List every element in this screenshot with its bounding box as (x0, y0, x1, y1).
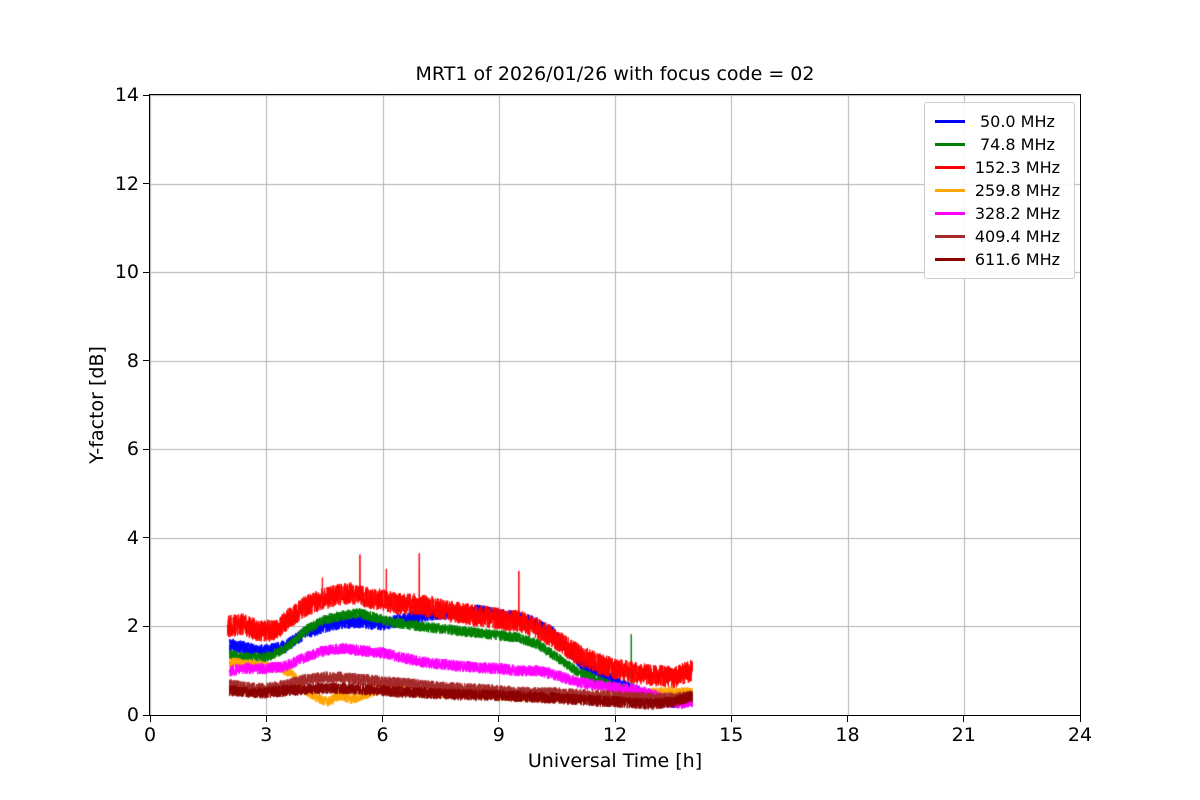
legend-line-swatch (934, 212, 965, 215)
x-tick-mark (847, 716, 848, 722)
legend-label: 259.8 MHz (974, 181, 1060, 200)
y-tick-label: 12 (114, 172, 139, 195)
legend-line-swatch (934, 143, 965, 146)
legend-label: 409.4 MHz (974, 227, 1060, 246)
y-tick-mark (143, 183, 149, 185)
y-tick-label: 0 (126, 704, 139, 726)
x-tick-mark (498, 716, 500, 722)
y-tick-mark (143, 94, 149, 96)
legend-line-swatch (934, 120, 965, 123)
x-tick-mark (963, 716, 965, 722)
legend-item: 50.0 MHz (934, 110, 1060, 133)
y-tick-label: 2 (126, 615, 139, 638)
y-tick-mark (143, 271, 149, 273)
legend-item: 328.2 MHz (934, 202, 1060, 225)
y-tick-label: 10 (114, 261, 139, 284)
x-tick-mark (265, 716, 267, 722)
x-tick-label: 12 (602, 724, 628, 746)
x-tick-mark (730, 716, 732, 722)
legend-label: 611.6 MHz (974, 250, 1060, 269)
x-tick-mark (149, 716, 151, 722)
x-tick-mark (382, 716, 383, 722)
y-tick-label: 6 (126, 438, 139, 461)
x-axis-label: Universal Time [h] (527, 750, 703, 772)
legend-item: 409.4 MHz (934, 225, 1060, 248)
legend-item: 259.8 MHz (934, 179, 1060, 202)
legend-line-swatch (934, 189, 965, 192)
x-tick-label: 18 (835, 724, 860, 746)
plot-area: 50.0 MHz 74.8 MHz 152.3 MHz 259.8 MHz 328.2… (149, 94, 1081, 716)
legend-label: 74.8 MHz (974, 135, 1055, 154)
x-tick-label: 15 (719, 724, 744, 746)
x-tick-label: 3 (260, 724, 273, 746)
legend-line-swatch (934, 166, 965, 169)
legend: 50.0 MHz 74.8 MHz 152.3 MHz 259.8 MHz 328.2… (923, 102, 1075, 279)
y-tick-mark (143, 714, 149, 716)
y-tick-mark (143, 448, 149, 450)
x-tick-label: 24 (1067, 724, 1093, 746)
x-tick-label: 9 (492, 724, 505, 746)
y-tick-mark (143, 625, 149, 627)
legend-label: 50.0 MHz (974, 112, 1055, 131)
x-tick-mark (614, 716, 616, 722)
x-tick-label: 0 (143, 724, 157, 746)
y-tick-label: 14 (114, 84, 139, 106)
legend-label: 328.2 MHz (974, 204, 1060, 223)
x-tick-mark (1079, 716, 1081, 722)
x-tick-label: 21 (951, 724, 976, 746)
legend-item: 152.3 MHz (934, 156, 1060, 179)
legend-line-swatch (934, 258, 965, 261)
legend-label: 152.3 MHz (974, 158, 1060, 177)
y-tick-mark (143, 360, 149, 362)
y-tick-label: 8 (126, 349, 139, 372)
y-tick-mark (143, 537, 149, 539)
legend-line-swatch (934, 235, 965, 238)
legend-item: 611.6 MHz (934, 248, 1060, 271)
legend-item: 74.8 MHz (934, 133, 1060, 156)
y-tick-label: 4 (126, 526, 139, 549)
chart-title: MRT1 of 2026/01/26 with focus code = 02 (415, 63, 815, 85)
x-tick-label: 6 (376, 724, 389, 746)
